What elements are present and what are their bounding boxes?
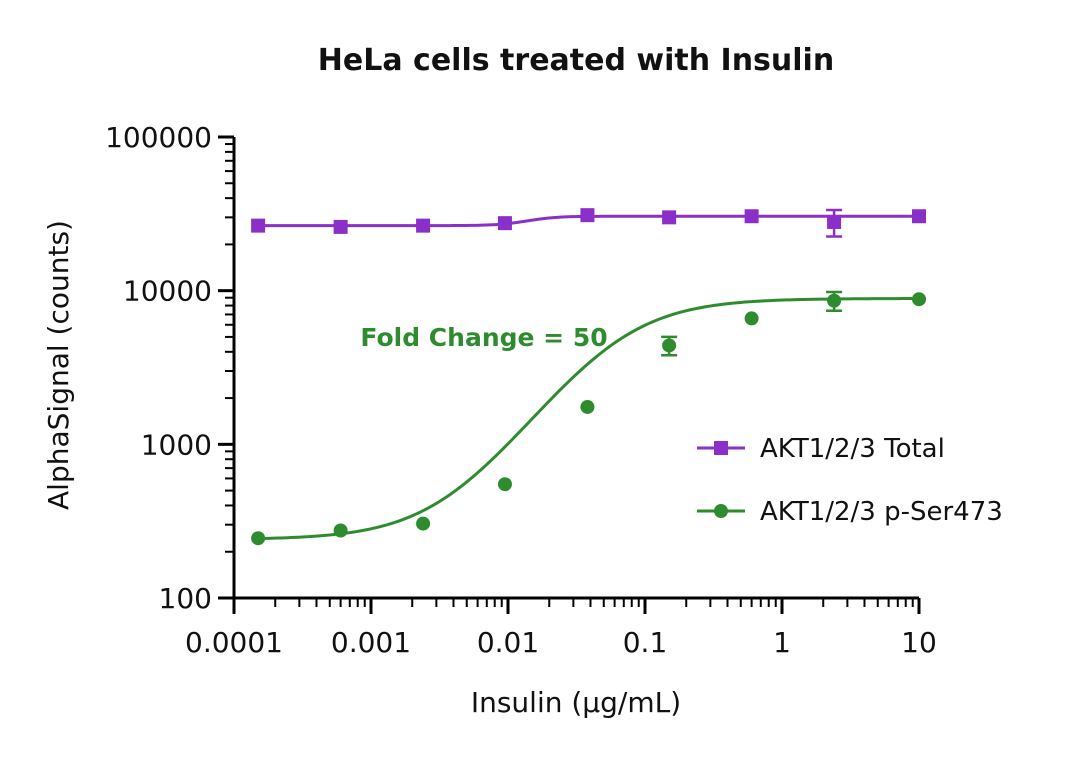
- x-tick-label: 0.0001: [185, 626, 283, 659]
- x-tick-label: 1: [773, 626, 791, 659]
- x-tick-label: 0.001: [331, 626, 411, 659]
- y-axis-label: AlphaSignal (counts): [42, 220, 75, 510]
- data-point-circle: [912, 292, 926, 307]
- x-tick-label: 0.1: [623, 626, 668, 659]
- x-tick-label: 0.01: [477, 626, 539, 659]
- legend-label: AKT1/2/3 Total: [760, 434, 945, 464]
- fold-change-annotation: Fold Change = 50: [360, 323, 607, 352]
- data-point-circle: [416, 516, 431, 531]
- y-tick-label: 1000: [141, 428, 212, 461]
- y-tick-label: 100: [159, 582, 212, 615]
- data-point-square: [912, 209, 926, 224]
- axes: 0.0001 0.001 0.01 0.1 1 10 100 1000 10000 100000: [105, 121, 937, 659]
- data-point-square: [251, 218, 266, 233]
- x-axis-label: Insulin (µg/mL): [471, 686, 681, 719]
- legend-marker-circle: [714, 504, 728, 518]
- data-point-circle: [662, 338, 677, 353]
- data-point-square: [333, 219, 348, 234]
- legend: AKT1/2/3 Total AKT1/2/3 p-Ser473: [697, 434, 1003, 527]
- data-point-square: [662, 210, 677, 225]
- data-points: [251, 208, 926, 546]
- data-point-square: [827, 214, 842, 229]
- y-tick-label: 10000: [123, 275, 212, 308]
- data-point-square: [497, 216, 512, 231]
- fit-curves: [258, 214, 919, 541]
- data-point-circle: [497, 477, 512, 492]
- data-point-square: [580, 208, 595, 223]
- fit-curve: [258, 297, 919, 541]
- chart-title: HeLa cells treated with Insulin: [318, 43, 834, 78]
- y-tick-label: 100000: [105, 121, 212, 154]
- data-point-circle: [333, 523, 348, 538]
- data-point-circle: [580, 399, 595, 414]
- data-point-square: [416, 218, 431, 233]
- data-point-circle: [744, 311, 759, 326]
- x-tick-label: 10: [901, 626, 937, 659]
- data-point-circle: [251, 531, 266, 546]
- data-point-circle: [827, 293, 842, 308]
- legend-label: AKT1/2/3 p-Ser473: [760, 497, 1003, 527]
- legend-marker-square: [714, 441, 728, 455]
- data-point-square: [744, 209, 759, 224]
